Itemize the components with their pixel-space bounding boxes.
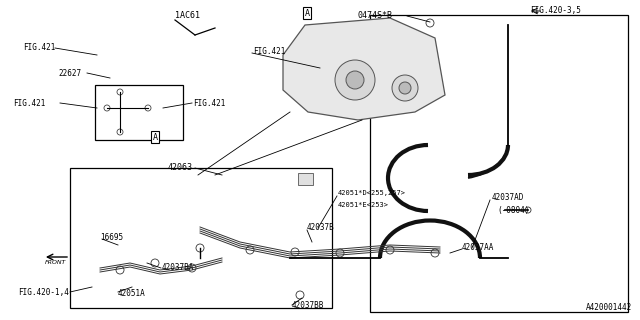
Text: FIG.421: FIG.421 — [23, 44, 56, 52]
Circle shape — [525, 207, 531, 213]
Text: A420001442: A420001442 — [586, 303, 632, 312]
Circle shape — [392, 75, 418, 101]
Bar — [298, 173, 313, 185]
Circle shape — [431, 249, 439, 257]
Bar — [70, 168, 332, 308]
Circle shape — [336, 249, 344, 257]
Text: 22627: 22627 — [58, 68, 81, 77]
Text: 1AC61: 1AC61 — [175, 11, 200, 20]
Circle shape — [296, 291, 304, 299]
Text: FIG.421: FIG.421 — [253, 47, 285, 57]
Circle shape — [386, 246, 394, 254]
Text: FIG.421: FIG.421 — [13, 99, 45, 108]
Text: 42037AA: 42037AA — [462, 244, 494, 252]
Circle shape — [145, 105, 151, 111]
Circle shape — [196, 244, 204, 252]
Bar — [370, 15, 628, 312]
Circle shape — [117, 89, 123, 95]
Circle shape — [188, 264, 196, 272]
Text: A: A — [305, 9, 310, 18]
Circle shape — [246, 246, 254, 254]
Circle shape — [151, 259, 159, 267]
Text: 42037B: 42037B — [307, 223, 335, 233]
Text: 16695: 16695 — [100, 234, 123, 243]
Circle shape — [426, 19, 434, 27]
Text: 42051A: 42051A — [118, 289, 146, 298]
Circle shape — [335, 60, 375, 100]
Text: 0474S*B: 0474S*B — [358, 12, 393, 20]
Text: 42037BB: 42037BB — [292, 300, 324, 309]
Text: FRONT: FRONT — [45, 260, 67, 266]
Text: (-0804): (-0804) — [497, 205, 529, 214]
Text: A: A — [152, 132, 157, 141]
Polygon shape — [283, 18, 445, 120]
Circle shape — [399, 82, 411, 94]
Text: 42063: 42063 — [168, 164, 193, 172]
Bar — [95, 85, 183, 140]
Text: 42037AD: 42037AD — [492, 194, 524, 203]
Text: FIG.420-3,5: FIG.420-3,5 — [530, 5, 581, 14]
Text: 42051*D<255,257>: 42051*D<255,257> — [338, 190, 406, 196]
Text: 42051*E<253>: 42051*E<253> — [338, 202, 389, 208]
Text: FIG.421: FIG.421 — [193, 99, 225, 108]
Text: FIG.420-1,4: FIG.420-1,4 — [18, 287, 69, 297]
Circle shape — [117, 129, 123, 135]
Text: 42037BA: 42037BA — [162, 262, 195, 271]
Circle shape — [104, 105, 110, 111]
Circle shape — [346, 71, 364, 89]
Circle shape — [291, 248, 299, 256]
Circle shape — [116, 266, 124, 274]
